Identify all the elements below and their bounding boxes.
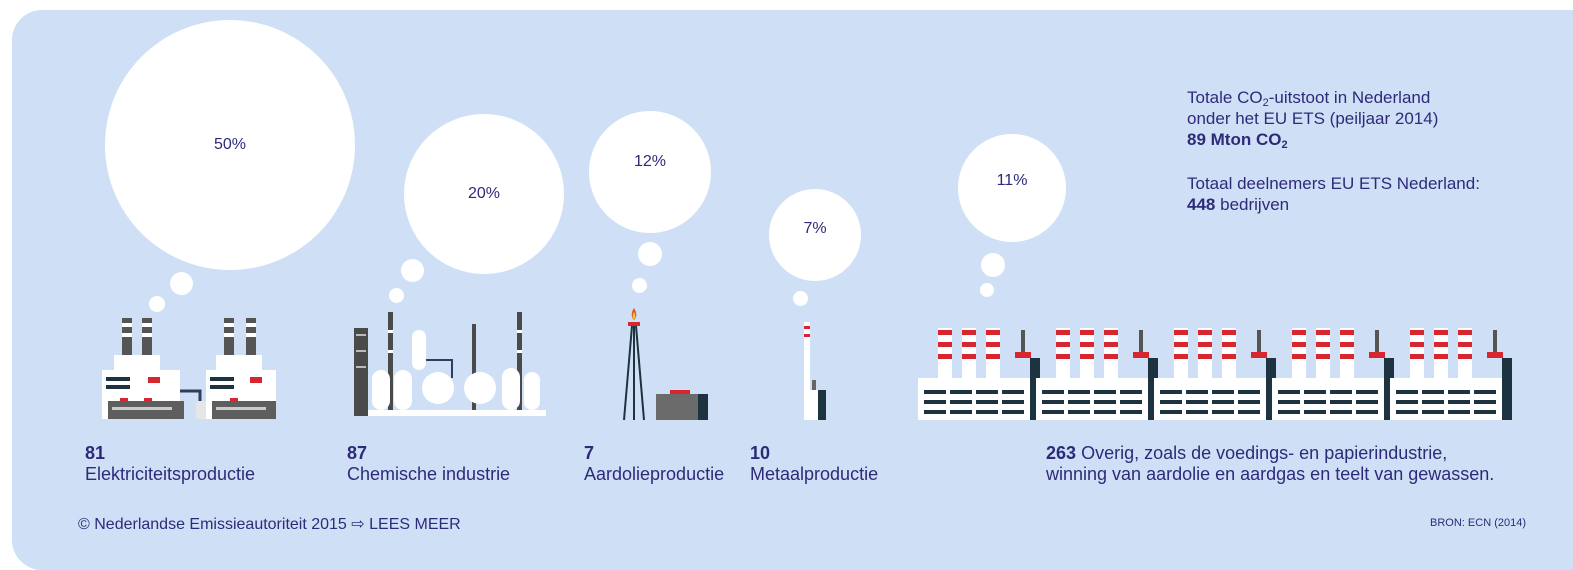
emission-line1-sub: 2 bbox=[1262, 97, 1269, 109]
percent-aardolie: 12% bbox=[633, 153, 667, 170]
bubble-dot bbox=[980, 283, 994, 297]
footer: © Nederlandse Emissieautoriteit 2015 ⇨ L… bbox=[78, 514, 461, 534]
count-chemie: 87 bbox=[347, 443, 368, 463]
participants-line: Totaal deelnemers EU ETS Nederland: bbox=[1187, 174, 1480, 193]
bubble-dot bbox=[981, 253, 1005, 277]
count-elektriciteit: 81 bbox=[85, 443, 106, 463]
emission-line1-pre: Totale CO bbox=[1187, 88, 1263, 107]
arrow-right-icon: ⇨ bbox=[351, 516, 365, 533]
bubble-dot bbox=[149, 296, 165, 312]
bubble-aardolie: 12% bbox=[589, 111, 711, 233]
label-metaal: 10 Metaalproductie bbox=[750, 443, 878, 485]
label-elektriciteit: 81 Elektriciteitsproductie bbox=[85, 443, 255, 485]
bubble-dot bbox=[793, 291, 808, 306]
percent-chemie: 20% bbox=[467, 185, 501, 202]
emission-value-sub: 2 bbox=[1281, 139, 1288, 151]
count-metaal: 10 bbox=[750, 443, 771, 463]
chemical-plant-illustration bbox=[354, 312, 546, 416]
power-plant-illustration bbox=[102, 318, 276, 419]
bubble-metaal: 7% bbox=[769, 189, 861, 281]
participants-unit: bedrijven bbox=[1220, 195, 1290, 214]
bubble-overig: 11% bbox=[958, 134, 1066, 242]
other-industry-illustration bbox=[918, 328, 1512, 420]
name-overig-line1: Overig, zoals de voedings- en papierindu… bbox=[1081, 443, 1448, 463]
read-more-link[interactable]: LEES MEER bbox=[369, 516, 461, 533]
participants-value: 448 bbox=[1187, 195, 1216, 214]
emission-info: Totale CO2-uitstoot in Nederland onder h… bbox=[1187, 87, 1439, 151]
label-aardolie: 7 Aardolieproductie bbox=[584, 443, 724, 485]
emission-line1-post: -uitstoot in Nederland bbox=[1268, 88, 1431, 107]
percent-metaal: 7% bbox=[803, 220, 827, 237]
oil-production-illustration bbox=[623, 308, 708, 421]
bubble-dot bbox=[401, 259, 424, 282]
bubble-dot bbox=[170, 272, 193, 295]
count-aardolie: 7 bbox=[584, 443, 595, 463]
metal-production-illustration bbox=[804, 322, 826, 420]
name-chemie: Chemische industrie bbox=[347, 464, 511, 484]
label-chemie: 87 Chemische industrie bbox=[347, 443, 510, 485]
copyright-text: © Nederlandse Emissieautoriteit 2015 bbox=[78, 516, 347, 533]
name-aardolie: Aardolieproductie bbox=[584, 464, 725, 484]
source-text: BRON: ECN (2014) bbox=[1430, 517, 1526, 529]
percent-overig: 11% bbox=[996, 172, 1028, 189]
bubble-chemie: 20% bbox=[404, 114, 564, 274]
percent-elektriciteit: 50% bbox=[213, 136, 247, 153]
count-overig: 263 bbox=[1046, 443, 1077, 463]
emission-line2: onder het EU ETS (peiljaar 2014) bbox=[1187, 109, 1439, 128]
bubble-elektriciteit: 50% bbox=[105, 20, 355, 270]
emission-value: 89 Mton CO bbox=[1187, 130, 1282, 149]
participants-info: Totaal deelnemers EU ETS Nederland: 448 … bbox=[1187, 173, 1480, 215]
bubble-dot bbox=[389, 288, 404, 303]
name-metaal: Metaalproductie bbox=[750, 464, 879, 484]
label-overig: 263 Overig, zoals de voedings- en papier… bbox=[1046, 443, 1494, 485]
bubble-dot bbox=[638, 242, 662, 266]
name-elektriciteit: Elektriciteitsproductie bbox=[85, 464, 256, 484]
bubble-dot bbox=[632, 278, 647, 293]
name-overig-line2: winning van aardolie en aardgas en teelt… bbox=[1046, 464, 1495, 484]
